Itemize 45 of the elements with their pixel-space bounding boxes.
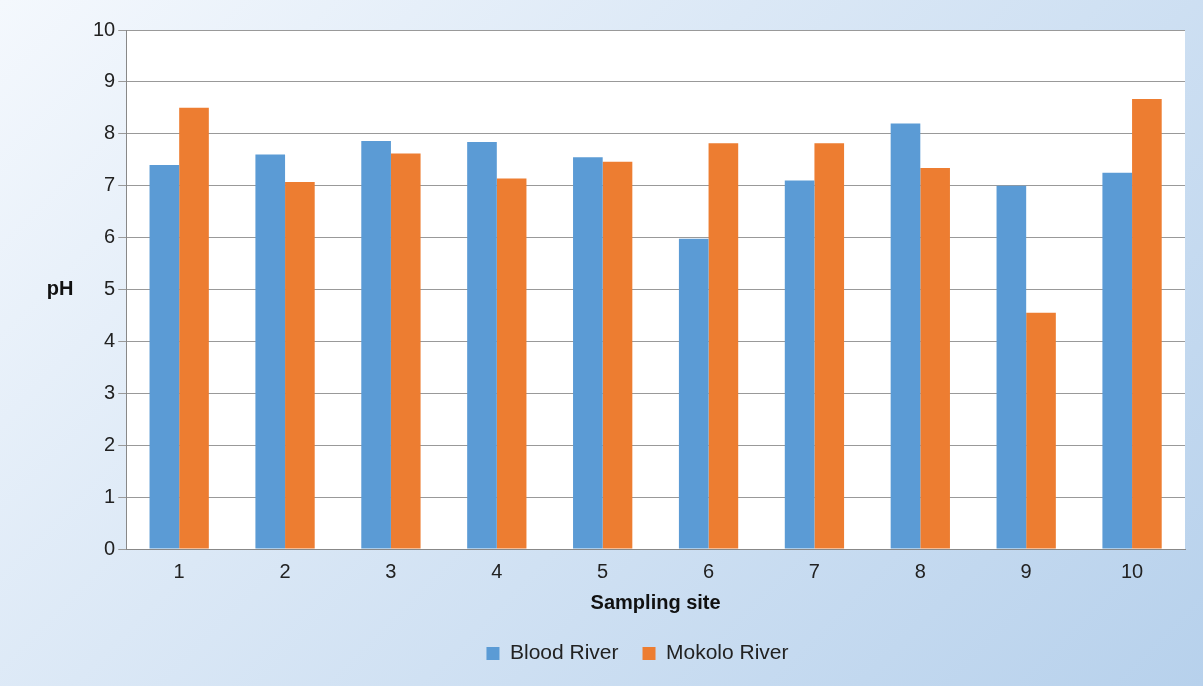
x-tick-label: 10 xyxy=(1120,559,1144,582)
y-tick-label: 0 xyxy=(104,536,116,559)
bar xyxy=(1132,99,1162,549)
bar xyxy=(602,161,633,549)
x-tick-label: 4 xyxy=(491,559,503,582)
bar xyxy=(467,142,497,549)
bar xyxy=(678,238,709,549)
y-tick-label: 8 xyxy=(104,121,116,144)
bar xyxy=(573,157,603,549)
y-tick-label: 4 xyxy=(104,328,116,351)
bar xyxy=(496,178,527,549)
y-tick-label: 7 xyxy=(104,173,116,196)
x-tick-label: 7 xyxy=(808,559,820,582)
bar xyxy=(920,168,950,549)
bar xyxy=(285,182,315,549)
x-tick-label: 9 xyxy=(1020,559,1032,582)
bar xyxy=(1102,172,1133,549)
bar xyxy=(1026,312,1056,549)
y-tick-label: 5 xyxy=(104,277,116,300)
bar xyxy=(255,154,286,549)
bar xyxy=(890,123,921,549)
x-tick-label: 5 xyxy=(597,559,609,582)
x-tick-label: 2 xyxy=(279,559,291,582)
bar xyxy=(708,143,739,549)
y-tick-label: 2 xyxy=(104,432,116,455)
bar xyxy=(149,164,180,549)
legend-label: Mokolo River xyxy=(666,640,789,664)
bar xyxy=(361,141,391,549)
x-axis-title: Sampling site xyxy=(590,590,721,613)
y-axis-title: pH xyxy=(46,277,74,300)
bar xyxy=(996,185,1027,549)
y-tick-label: 10 xyxy=(93,17,116,40)
x-tick-label: 1 xyxy=(173,559,185,582)
y-tick-label: 9 xyxy=(104,69,116,92)
y-tick-label: 1 xyxy=(104,484,116,507)
bar xyxy=(390,153,421,549)
bar xyxy=(784,180,815,549)
x-tick-label: 3 xyxy=(385,559,397,582)
x-tick-label: 6 xyxy=(703,559,715,582)
legend-label: Blood River xyxy=(509,640,619,664)
bar xyxy=(179,107,209,549)
x-tick-label: 8 xyxy=(914,559,926,582)
y-tick-label: 3 xyxy=(104,380,116,403)
bar xyxy=(814,143,845,549)
y-tick-label: 6 xyxy=(104,225,116,248)
